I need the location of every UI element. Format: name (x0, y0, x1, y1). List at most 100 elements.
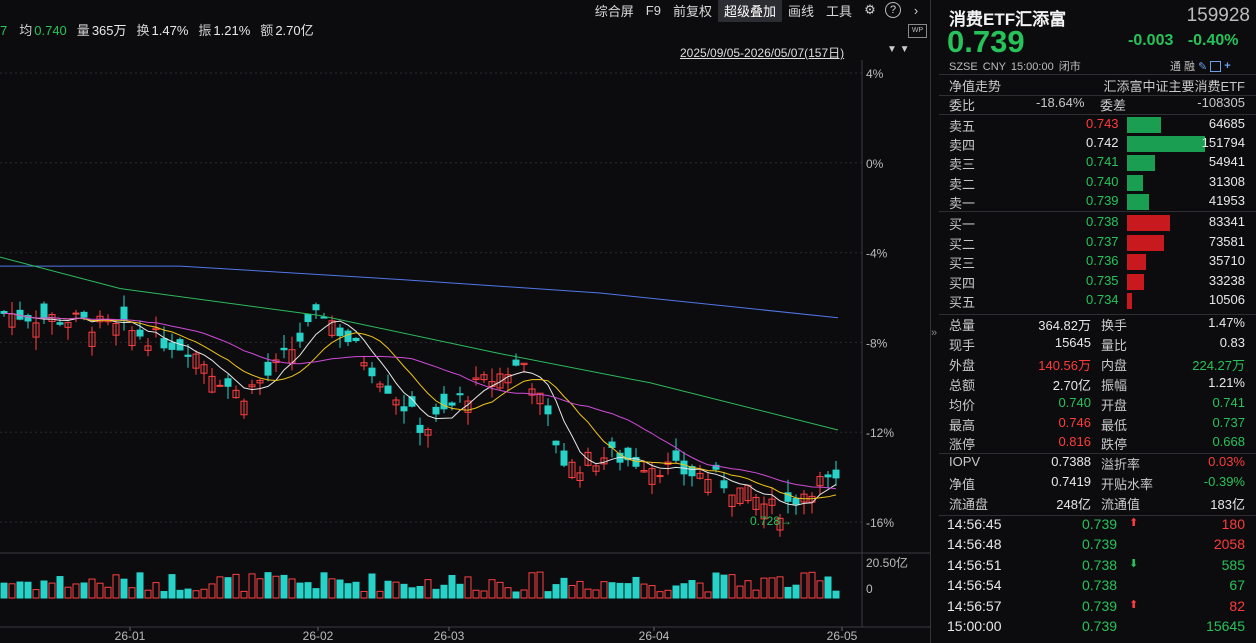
window-icon[interactable] (1210, 60, 1222, 72)
candlestick-chart[interactable]: 4% 0% -4% -8% -12% -16% 0.728→ 20.50亿 0 26-01 26-0… (0, 60, 930, 643)
stat-label: 流通盘 (949, 497, 989, 513)
stat-label: 内盘 (1101, 357, 1128, 373)
order-level-label: 卖四 (949, 138, 976, 154)
edit-icon[interactable]: ✎ (1198, 60, 1208, 73)
volume-bar (320, 572, 328, 599)
y-axis-label: -8% (866, 336, 888, 350)
order-volume: 31308 (1208, 173, 1245, 189)
volume-bar (480, 590, 488, 599)
candle-body (40, 303, 48, 319)
tick-time: 14:56:57 (947, 597, 1002, 614)
menu-item[interactable]: 超级叠加 (717, 0, 782, 22)
separator (939, 74, 1256, 75)
stat-label: 现手 (949, 337, 976, 353)
candle-body (624, 447, 632, 461)
arrow-up-icon: ⬆ (1129, 598, 1139, 611)
candle-body (816, 476, 824, 487)
candle-body (688, 466, 696, 477)
sell-order-row[interactable]: 卖三 0.741 54941 (941, 154, 1251, 174)
volume-bar (232, 573, 240, 599)
gear-icon[interactable]: ⚙ (864, 2, 876, 17)
collapse-panel-icon[interactable]: » (931, 327, 938, 339)
buy-order-row[interactable]: 买二 0.737 73581 (941, 234, 1251, 254)
volume-bar (272, 575, 280, 599)
wb-value: -18.64% (1036, 95, 1085, 110)
menu-item[interactable]: 综合屏 (594, 3, 634, 19)
sell-order-row[interactable]: 卖一 0.739 41953 (941, 193, 1251, 213)
buy-order-row[interactable]: 买四 0.735 33238 (941, 273, 1251, 293)
volume-bar (648, 585, 656, 599)
menu-item[interactable]: 画线 (787, 3, 814, 19)
candle-body (736, 487, 744, 504)
volume-bar (488, 579, 496, 599)
order-volume: 64685 (1208, 116, 1245, 131)
sell-order-row[interactable]: 卖四 0.742 151794 (941, 135, 1251, 155)
stats-row: 均价 0.740 开盘 0.741 (941, 395, 1251, 415)
help-icon[interactable]: ? (885, 2, 901, 18)
candle-body (136, 329, 144, 337)
tick-row: 14:56:45 0.739 ⬆ 180 (941, 516, 1251, 536)
volume-bar (832, 590, 840, 599)
candle-body (64, 322, 72, 328)
order-level-label: 卖一 (949, 195, 976, 211)
add-icon[interactable]: + (1224, 60, 1231, 72)
volume-bar (336, 579, 344, 599)
volume-axis-label: 20.50亿 (866, 555, 908, 570)
buy-order-row[interactable]: 买五 0.734 10506 (941, 292, 1251, 312)
order-level-label: 买一 (949, 217, 976, 232)
candle-body (304, 314, 312, 323)
wp-badge[interactable]: WP (908, 24, 927, 38)
panel-divider[interactable] (930, 0, 940, 643)
order-level-label: 买二 (949, 236, 976, 252)
volume-bar (792, 584, 800, 599)
stat-label: 最低 (1101, 417, 1128, 433)
order-level-label: 买五 (949, 295, 976, 311)
candle-body (480, 374, 488, 381)
volume-bar (616, 582, 624, 599)
order-volume: 33238 (1208, 272, 1245, 288)
buy-order-row[interactable]: 买一 0.738 83341 (941, 214, 1251, 234)
order-price: 0.739 (1086, 192, 1119, 208)
buy-order-row[interactable]: 买三 0.736 35710 (941, 253, 1251, 273)
chevron-right-icon[interactable]: › (913, 2, 919, 18)
date-range-link[interactable]: 2025/09/05-2026/05/07(157日) (680, 46, 845, 60)
separator (939, 453, 1256, 455)
menu-item[interactable]: 工具 (825, 3, 852, 19)
candle-body (120, 306, 128, 322)
volume-bar (16, 581, 24, 599)
volume-bar (136, 572, 144, 599)
candle-body (824, 474, 832, 478)
nav-label[interactable]: 净值走势 (949, 79, 1002, 94)
volume-bar (368, 573, 376, 599)
summary-stat-value: 1.21% (213, 23, 251, 38)
volume-bar (680, 583, 688, 599)
volume-bar (88, 578, 96, 599)
volume-bar (400, 583, 408, 599)
wb-label: 委比 (949, 98, 976, 113)
sell-order-row[interactable]: 卖二 0.740 31308 (941, 174, 1251, 194)
candle-body (184, 354, 192, 357)
candle-body (792, 498, 800, 505)
summary-stat-label: 量 (76, 23, 90, 38)
volume-bar (824, 576, 832, 599)
volume-bar (112, 574, 120, 599)
stat-value: -0.39% (1203, 474, 1245, 490)
volume-bar (416, 585, 424, 599)
candle-body (384, 385, 392, 394)
volume-bar (440, 584, 448, 599)
volume-bar (120, 578, 128, 599)
menu-item[interactable]: F9 (645, 2, 661, 18)
candle-body (160, 338, 168, 349)
volume-bar (48, 582, 56, 599)
menu-item[interactable]: 前复权 (672, 3, 712, 19)
summary-stat-label: 额 (260, 23, 274, 38)
candle-body (192, 353, 200, 369)
nav-row: 净值走势 汇添富中证主要消费ETF (941, 76, 1251, 96)
date-range-dropdown-icon[interactable]: ▼ ▼ (887, 44, 910, 55)
order-price: 0.736 (1086, 253, 1119, 269)
volume-bar (288, 578, 296, 599)
tick-row: 14:56:51 0.738 ⬇ 585 (941, 557, 1251, 577)
volume-bar (384, 580, 392, 599)
sell-order-row[interactable]: 卖五 0.743 64685 (941, 116, 1251, 136)
tick-time: 14:56:48 (947, 536, 1002, 553)
